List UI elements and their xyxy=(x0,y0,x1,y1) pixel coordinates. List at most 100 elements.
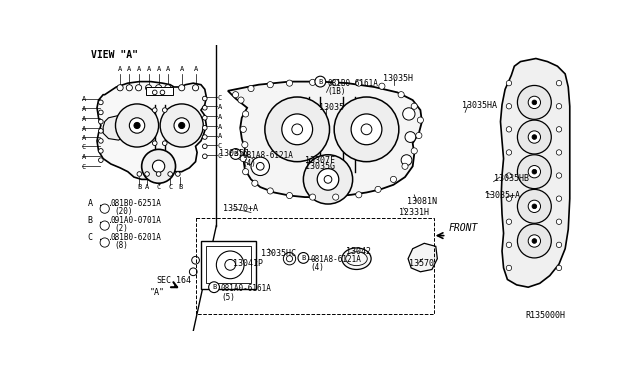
Text: (1B): (1B) xyxy=(327,87,346,96)
Text: C: C xyxy=(82,164,86,170)
Circle shape xyxy=(556,196,562,201)
Circle shape xyxy=(99,119,103,124)
Text: C ....: C .... xyxy=(88,233,118,242)
Text: 13042: 13042 xyxy=(346,247,371,256)
Circle shape xyxy=(145,172,149,176)
Circle shape xyxy=(267,188,273,194)
Circle shape xyxy=(163,108,167,112)
Text: A: A xyxy=(82,135,86,141)
Circle shape xyxy=(282,114,312,145)
Circle shape xyxy=(240,126,246,132)
Text: (20): (20) xyxy=(114,207,132,216)
Text: VIEW "A": VIEW "A" xyxy=(91,51,138,61)
Bar xyxy=(206,246,251,283)
Circle shape xyxy=(390,176,397,183)
Circle shape xyxy=(100,221,109,230)
Text: A: A xyxy=(82,116,86,122)
Text: 13035H: 13035H xyxy=(383,74,413,83)
Circle shape xyxy=(100,238,109,247)
Circle shape xyxy=(528,96,541,109)
Circle shape xyxy=(517,155,551,189)
Circle shape xyxy=(528,166,541,178)
Text: 13035J: 13035J xyxy=(219,150,249,158)
Ellipse shape xyxy=(342,248,371,269)
Circle shape xyxy=(136,85,141,91)
Circle shape xyxy=(99,158,103,163)
Circle shape xyxy=(532,239,537,243)
Circle shape xyxy=(310,79,316,86)
Circle shape xyxy=(310,194,316,200)
Circle shape xyxy=(164,85,171,91)
Circle shape xyxy=(202,154,207,158)
Circle shape xyxy=(100,204,109,213)
Text: C: C xyxy=(82,144,86,150)
Circle shape xyxy=(115,104,159,147)
Text: A: A xyxy=(218,124,222,130)
Text: 081A8-6121A: 081A8-6121A xyxy=(310,255,361,264)
Text: A: A xyxy=(145,184,149,190)
Circle shape xyxy=(251,157,269,176)
Circle shape xyxy=(252,180,258,186)
Text: B: B xyxy=(137,184,141,190)
Text: A: A xyxy=(82,96,86,102)
Text: "A": "A" xyxy=(149,288,164,297)
Text: 091A0-0701A: 091A0-0701A xyxy=(110,216,161,225)
Circle shape xyxy=(117,85,123,91)
Circle shape xyxy=(242,142,248,148)
Text: 081B0-6251A: 081B0-6251A xyxy=(110,199,161,208)
Circle shape xyxy=(156,172,161,176)
Text: 12331H: 12331H xyxy=(399,208,429,217)
Text: 13041P: 13041P xyxy=(232,260,262,269)
Circle shape xyxy=(192,256,200,264)
Circle shape xyxy=(532,204,537,209)
Text: C: C xyxy=(168,184,172,190)
Circle shape xyxy=(324,176,332,183)
Circle shape xyxy=(160,104,204,147)
Text: B: B xyxy=(301,255,305,261)
Circle shape xyxy=(209,282,220,293)
Text: (4): (4) xyxy=(310,263,324,272)
Circle shape xyxy=(506,265,511,271)
Circle shape xyxy=(168,172,172,176)
Circle shape xyxy=(202,135,207,140)
Circle shape xyxy=(179,122,185,129)
Text: FRONT: FRONT xyxy=(448,223,477,233)
Circle shape xyxy=(137,172,141,176)
Circle shape xyxy=(417,117,424,123)
Circle shape xyxy=(152,141,157,145)
Circle shape xyxy=(506,196,511,201)
Circle shape xyxy=(292,124,303,135)
Text: A: A xyxy=(136,66,141,72)
Text: 13035+A: 13035+A xyxy=(485,191,520,200)
Circle shape xyxy=(401,155,412,166)
Text: A: A xyxy=(82,106,86,112)
Text: SEC.164: SEC.164 xyxy=(156,276,191,285)
Text: A: A xyxy=(82,154,86,160)
Text: 13035HC: 13035HC xyxy=(261,249,296,258)
Circle shape xyxy=(99,139,103,143)
Circle shape xyxy=(243,169,249,175)
Circle shape xyxy=(517,224,551,258)
Text: B: B xyxy=(178,184,182,190)
Text: A ....: A .... xyxy=(88,199,118,208)
Circle shape xyxy=(402,163,408,169)
Text: 13035HA: 13035HA xyxy=(462,101,497,110)
Circle shape xyxy=(265,97,330,162)
Circle shape xyxy=(238,97,244,103)
Circle shape xyxy=(411,103,417,109)
Circle shape xyxy=(528,235,541,247)
Circle shape xyxy=(99,148,103,153)
Text: (4): (4) xyxy=(243,159,257,169)
Circle shape xyxy=(202,144,207,148)
Circle shape xyxy=(532,135,537,140)
Text: 13570+A: 13570+A xyxy=(223,204,257,213)
Circle shape xyxy=(216,251,244,279)
Circle shape xyxy=(225,260,236,270)
Circle shape xyxy=(243,111,249,117)
Circle shape xyxy=(126,85,132,91)
Circle shape xyxy=(267,81,273,88)
Text: A: A xyxy=(82,126,86,132)
Circle shape xyxy=(379,83,385,89)
Circle shape xyxy=(202,96,207,101)
Circle shape xyxy=(287,80,292,86)
